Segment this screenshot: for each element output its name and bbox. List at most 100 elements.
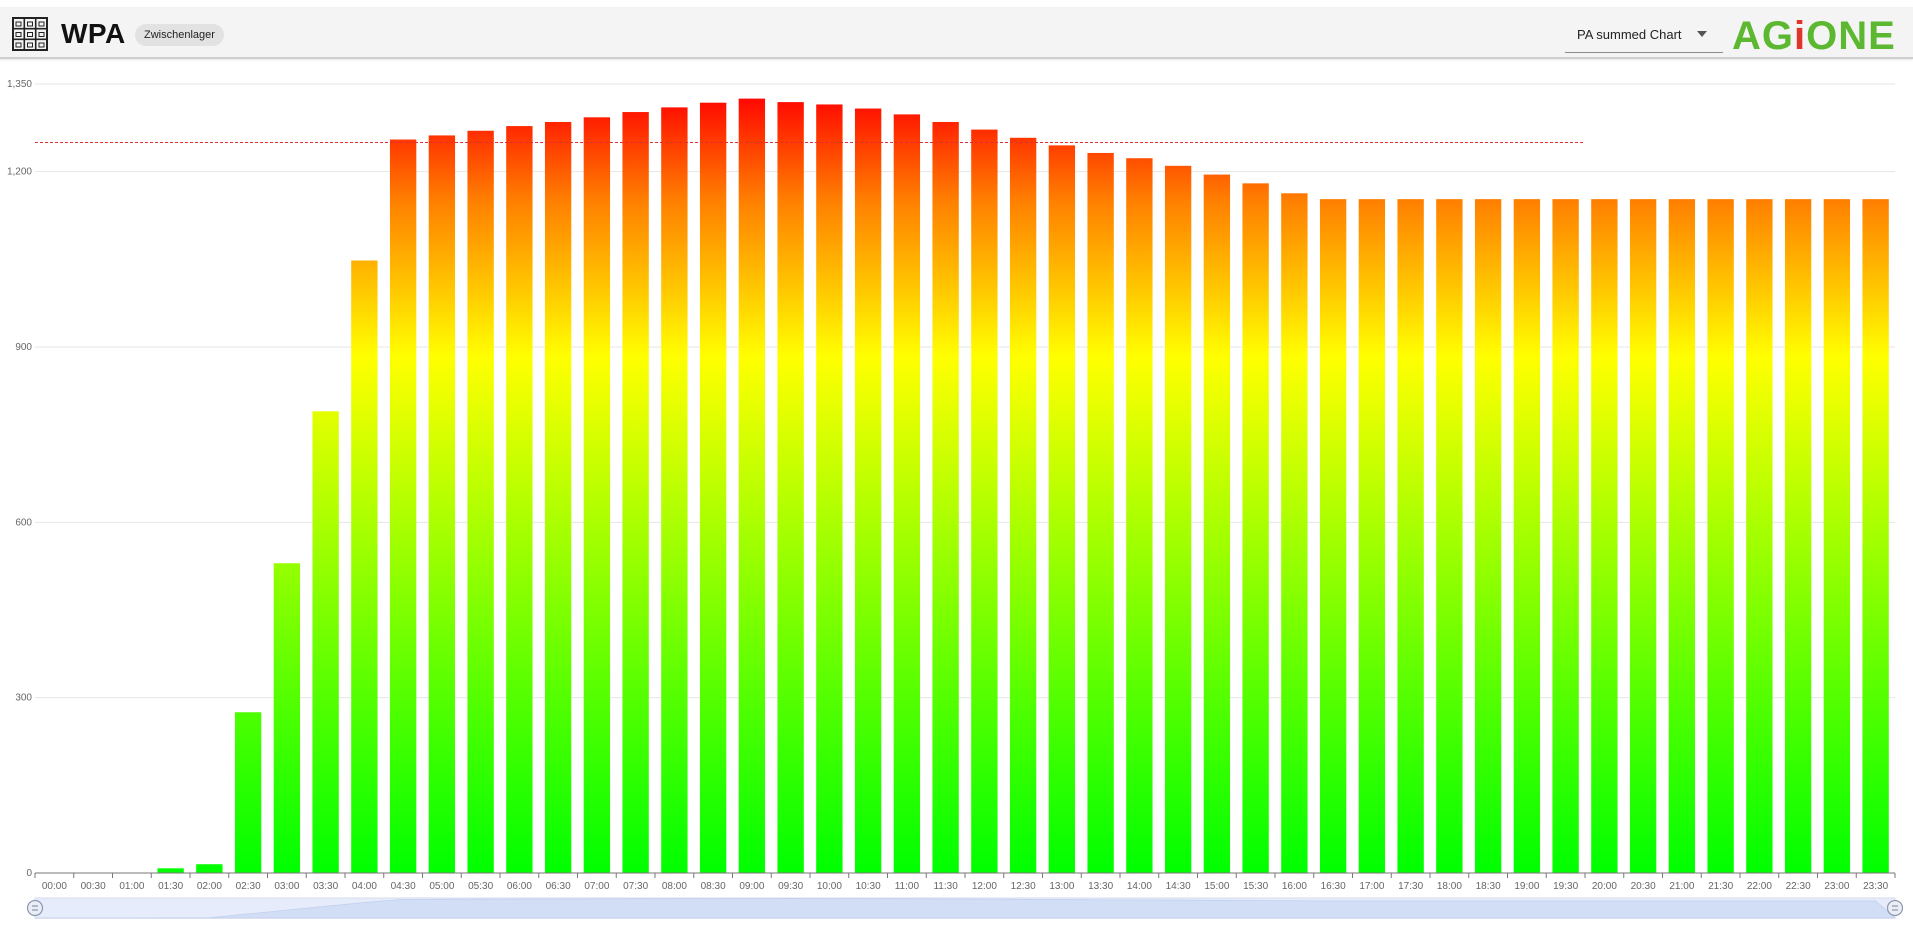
bar xyxy=(544,121,572,873)
x-tick-label: 11:30 xyxy=(933,881,958,892)
bar xyxy=(1552,199,1579,873)
zoom-window[interactable] xyxy=(35,898,1895,918)
x-tick-label: 15:00 xyxy=(1204,881,1229,892)
x-tick-label: 19:00 xyxy=(1514,881,1539,892)
location-badge: Zwischenlager xyxy=(135,24,224,46)
bar xyxy=(622,112,649,873)
x-tick-label: 03:30 xyxy=(313,881,338,892)
x-tick-label: 10:30 xyxy=(856,881,881,892)
x-tick-label: 13:30 xyxy=(1088,881,1113,892)
x-tick-label: 15:30 xyxy=(1243,881,1268,892)
y-tick-label: 1,200 xyxy=(7,167,32,178)
x-tick-label: 20:00 xyxy=(1592,881,1617,892)
bar xyxy=(1397,199,1424,873)
x-tick-label: 01:30 xyxy=(158,881,183,892)
bar xyxy=(428,135,456,873)
bar xyxy=(1203,174,1231,874)
bar xyxy=(1823,199,1851,873)
x-tick-label: 22:30 xyxy=(1786,881,1811,892)
x-tick-label: 10:00 xyxy=(817,881,842,892)
y-tick-label: 300 xyxy=(15,693,32,704)
zoom-handle-right[interactable] xyxy=(1886,899,1904,917)
x-tick-label: 21:30 xyxy=(1708,881,1733,892)
chart-type-select[interactable]: PA summed Chart xyxy=(1565,13,1723,53)
x-tick-label: 20:30 xyxy=(1631,881,1656,892)
bar xyxy=(1087,152,1114,873)
x-tick-label: 22:00 xyxy=(1747,881,1772,892)
bar xyxy=(1358,199,1386,873)
bar xyxy=(1164,165,1192,874)
bar xyxy=(1436,199,1463,873)
bar xyxy=(351,260,378,874)
x-axis: 00:00 00:30 01:00 01:30 02:00 02:30 03:00 03:30… xyxy=(34,872,1896,892)
bar xyxy=(661,107,688,873)
bar xyxy=(1048,145,1076,873)
bar xyxy=(1319,199,1347,873)
bar xyxy=(234,712,262,873)
agione-logo: AGiONE xyxy=(1732,16,1896,56)
bar xyxy=(1862,199,1889,873)
x-tick-label: 05:00 xyxy=(429,881,454,892)
bar xyxy=(196,864,223,873)
bar xyxy=(467,130,494,873)
y-tick-label: 0 xyxy=(26,868,32,879)
bar xyxy=(1513,199,1541,873)
bar xyxy=(389,139,417,873)
x-tick-label: 02:30 xyxy=(236,881,261,892)
bar xyxy=(273,563,301,873)
bar xyxy=(583,117,611,873)
bar xyxy=(893,114,921,873)
pa-summed-bar-chart: 0 300 600 900 1,200 1,350 00:00 00:30 01:00 01:3… xyxy=(7,79,1904,919)
x-tick-label: 12:00 xyxy=(972,881,997,892)
x-tick-label: 19:30 xyxy=(1553,881,1578,892)
bar xyxy=(1668,199,1696,873)
bar xyxy=(1707,199,1734,873)
bar xyxy=(738,98,766,874)
bar xyxy=(1591,199,1618,873)
bar-series xyxy=(157,98,1889,874)
x-tick-label: 04:30 xyxy=(391,881,416,892)
x-tick-label: 00:00 xyxy=(42,881,67,892)
x-tick-label: 23:00 xyxy=(1824,881,1849,892)
bar xyxy=(1474,199,1502,873)
x-tick-label: 14:00 xyxy=(1127,881,1152,892)
bar xyxy=(1242,183,1269,873)
zoom-handle-left[interactable] xyxy=(26,899,44,917)
app-title: WPA xyxy=(61,18,126,49)
x-tick-label: 14:30 xyxy=(1166,881,1191,892)
y-tick-label: 600 xyxy=(15,517,32,528)
x-tick-label: 18:30 xyxy=(1476,881,1501,892)
x-tick-label: 12:30 xyxy=(1011,881,1036,892)
bar xyxy=(932,121,959,873)
x-tick-label: 16:30 xyxy=(1321,881,1346,892)
bar xyxy=(506,126,533,873)
bar xyxy=(1784,199,1812,873)
x-tick-label: 01:00 xyxy=(119,881,144,892)
bar xyxy=(854,108,882,874)
x-tick-label: 09:00 xyxy=(739,881,764,892)
x-tick-label: 07:30 xyxy=(623,881,648,892)
logo-prefix: AG xyxy=(1732,14,1794,58)
y-tick-label: 900 xyxy=(15,342,32,353)
caret-down-icon xyxy=(1697,31,1707,37)
x-tick-label: 04:00 xyxy=(352,881,377,892)
x-tick-label: 06:30 xyxy=(546,881,571,892)
x-tick-label: 05:30 xyxy=(468,881,493,892)
x-tick-label: 17:30 xyxy=(1398,881,1423,892)
bar xyxy=(699,102,727,874)
x-tick-label: 03:00 xyxy=(274,881,299,892)
x-tick-label: 02:00 xyxy=(197,881,222,892)
bar xyxy=(1746,199,1773,873)
bar xyxy=(777,102,804,873)
y-axis: 0 300 600 900 1,200 1,350 xyxy=(7,79,32,879)
data-zoom-slider[interactable] xyxy=(26,897,1904,919)
bar xyxy=(1126,158,1153,874)
bar xyxy=(1629,199,1657,873)
x-tick-label: 17:00 xyxy=(1359,881,1384,892)
x-tick-label: 07:00 xyxy=(584,881,609,892)
chart-type-select-value: PA summed Chart xyxy=(1577,27,1682,42)
chart-grid xyxy=(35,83,1895,699)
x-tick-label: 18:00 xyxy=(1437,881,1462,892)
x-tick-label: 11:00 xyxy=(895,881,920,892)
y-tick-label: 1,350 xyxy=(7,79,32,90)
